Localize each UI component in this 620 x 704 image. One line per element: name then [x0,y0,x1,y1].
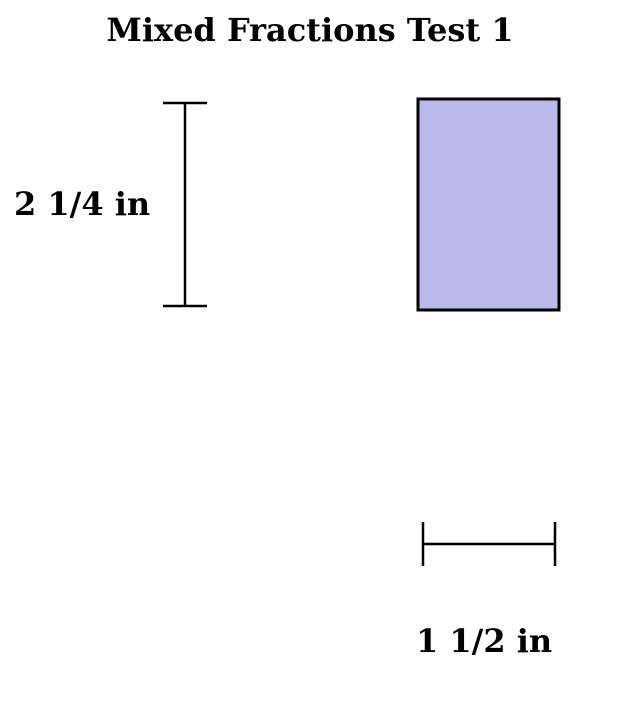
diagram-title: Mixed Fractions Test 1 [106,11,514,49]
width-label: 1 1/2 in [416,622,553,660]
height-label: 2 1/4 in [14,185,151,223]
rectangle-shape [416,97,561,312]
height-dimension-line [163,101,207,308]
width-dimension-line [421,522,557,566]
